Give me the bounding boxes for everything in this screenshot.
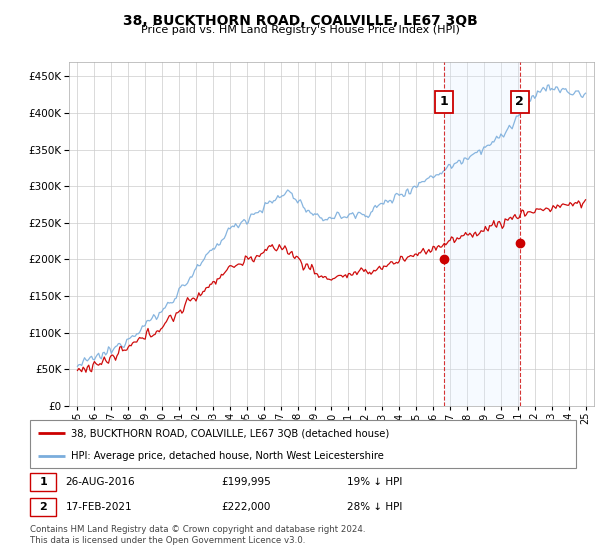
Text: 17-FEB-2021: 17-FEB-2021 (65, 502, 132, 512)
Text: £199,995: £199,995 (221, 477, 271, 487)
Text: 19% ↓ HPI: 19% ↓ HPI (347, 477, 402, 487)
Text: £222,000: £222,000 (221, 502, 271, 512)
Text: Contains HM Land Registry data © Crown copyright and database right 2024.
This d: Contains HM Land Registry data © Crown c… (30, 525, 365, 545)
Text: 1: 1 (39, 477, 47, 487)
Text: 26-AUG-2016: 26-AUG-2016 (65, 477, 135, 487)
Text: HPI: Average price, detached house, North West Leicestershire: HPI: Average price, detached house, Nort… (71, 451, 384, 461)
Bar (444, 62, 520, 406)
Text: 38, BUCKTHORN ROAD, COALVILLE, LE67 3QB (detached house): 38, BUCKTHORN ROAD, COALVILLE, LE67 3QB … (71, 428, 389, 438)
Bar (30, 473, 56, 491)
Text: 2: 2 (515, 95, 524, 109)
Text: 2: 2 (39, 502, 47, 512)
Bar (30, 497, 56, 516)
Text: 38, BUCKTHORN ROAD, COALVILLE, LE67 3QB: 38, BUCKTHORN ROAD, COALVILLE, LE67 3QB (122, 14, 478, 28)
Text: Price paid vs. HM Land Registry's House Price Index (HPI): Price paid vs. HM Land Registry's House … (140, 25, 460, 35)
Text: 1: 1 (440, 95, 448, 109)
Text: 28% ↓ HPI: 28% ↓ HPI (347, 502, 402, 512)
